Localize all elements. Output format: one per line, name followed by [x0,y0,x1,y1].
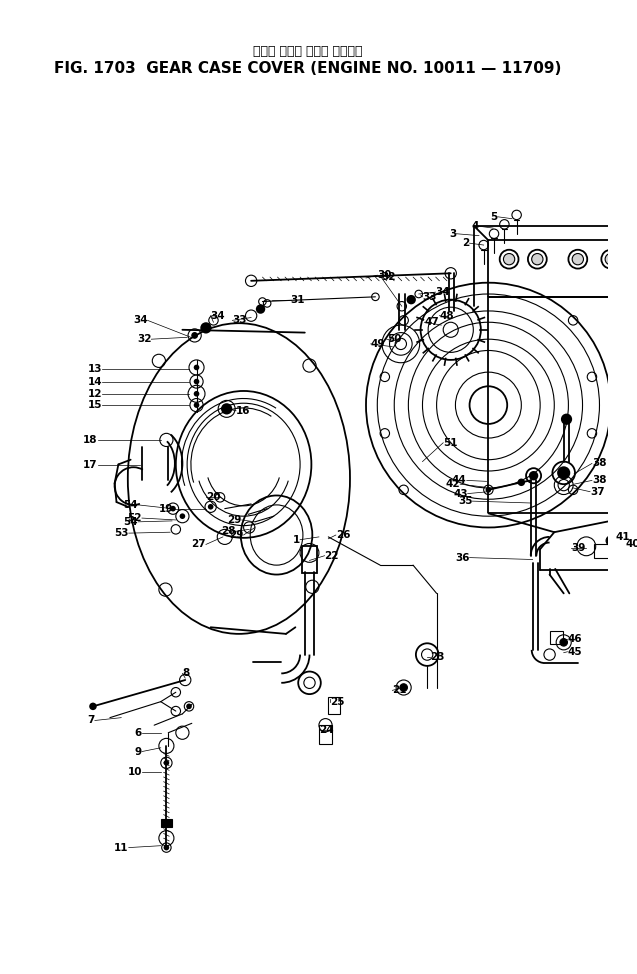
Text: 49: 49 [371,339,385,349]
Text: 12: 12 [88,389,103,398]
Circle shape [557,467,570,479]
Bar [489,241,637,297]
Text: 24: 24 [319,725,334,735]
Text: 45: 45 [568,647,582,656]
Text: 42: 42 [445,479,460,489]
Text: 27: 27 [191,540,206,549]
Text: 33: 33 [233,316,247,325]
Text: 44: 44 [452,475,467,485]
Circle shape [485,487,491,493]
Text: 47: 47 [424,318,439,327]
Text: 8: 8 [182,668,190,679]
Text: 14: 14 [88,377,103,387]
Text: 28: 28 [222,526,236,537]
Circle shape [180,513,185,519]
Bar [302,546,317,573]
Text: 11: 11 [114,843,129,852]
Text: 13: 13 [88,364,103,374]
Text: 54: 54 [124,500,138,509]
Circle shape [256,304,265,314]
Text: 3: 3 [449,229,456,239]
Circle shape [192,332,197,338]
Text: 34: 34 [436,287,450,297]
Text: 26: 26 [336,530,350,540]
Circle shape [194,402,199,408]
Bar [161,819,172,827]
Bar [319,726,332,744]
Text: 10: 10 [127,768,142,777]
Text: 7: 7 [87,716,95,726]
Text: 43: 43 [453,489,468,499]
Text: 52: 52 [127,513,142,523]
Circle shape [208,504,213,509]
Circle shape [170,506,176,511]
Text: 38: 38 [592,459,606,468]
Circle shape [503,253,515,265]
Text: 38: 38 [592,475,606,485]
Text: 34: 34 [133,316,148,325]
Text: 53: 53 [114,528,129,538]
Circle shape [606,536,615,545]
Circle shape [529,471,538,480]
Text: 6: 6 [134,728,142,737]
Circle shape [194,391,199,396]
Text: 48: 48 [440,311,454,320]
Circle shape [605,253,617,265]
Circle shape [532,253,543,265]
Text: 31: 31 [290,295,305,305]
Text: ギヤー ケース カバー 適用号機: ギヤー ケース カバー 適用号機 [254,46,363,58]
Circle shape [200,322,211,333]
Circle shape [221,403,233,415]
Text: 21: 21 [392,686,407,695]
Text: 50: 50 [387,334,401,344]
Bar [489,297,637,513]
Text: 41: 41 [615,532,630,542]
Text: 36: 36 [455,552,469,563]
Text: 30: 30 [377,270,392,281]
Text: 32: 32 [137,334,152,344]
Text: 17: 17 [83,461,97,470]
Circle shape [89,702,97,710]
Text: 46: 46 [568,633,582,644]
Bar [328,697,340,714]
Circle shape [164,760,169,766]
Circle shape [194,379,199,385]
Text: 18: 18 [83,435,97,445]
Circle shape [560,639,568,646]
Circle shape [400,684,408,692]
Text: 1: 1 [293,535,300,544]
Text: 37: 37 [590,487,605,497]
Text: 23: 23 [430,653,445,662]
Bar [550,631,562,644]
Text: 16: 16 [236,406,250,416]
Text: 15: 15 [88,400,103,410]
Text: FIG. 1703  GEAR CASE COVER (ENGINE NO. 10011 — 11709): FIG. 1703 GEAR CASE COVER (ENGINE NO. 10… [54,61,562,77]
Text: 2: 2 [462,239,469,248]
Text: 19: 19 [159,504,173,513]
Text: 54: 54 [124,517,138,527]
Text: 33: 33 [422,292,437,302]
Text: 9: 9 [135,746,142,757]
Circle shape [562,415,571,424]
Circle shape [164,844,169,850]
Text: 34: 34 [211,311,225,320]
Bar [594,544,611,557]
Circle shape [406,295,416,304]
Text: 40: 40 [626,540,637,549]
Text: 22: 22 [325,550,339,561]
Text: 20: 20 [206,492,220,503]
Circle shape [518,478,525,486]
Circle shape [194,364,199,370]
Text: 5: 5 [490,211,497,222]
Text: 35: 35 [458,496,473,506]
Text: 32: 32 [381,272,396,282]
Text: 4: 4 [471,221,479,231]
Text: 51: 51 [443,437,458,448]
Text: 29: 29 [229,530,243,540]
Circle shape [572,253,583,265]
Text: 25: 25 [330,696,345,707]
Text: 39: 39 [571,543,585,553]
Text: 29: 29 [227,515,241,525]
Circle shape [186,703,192,709]
